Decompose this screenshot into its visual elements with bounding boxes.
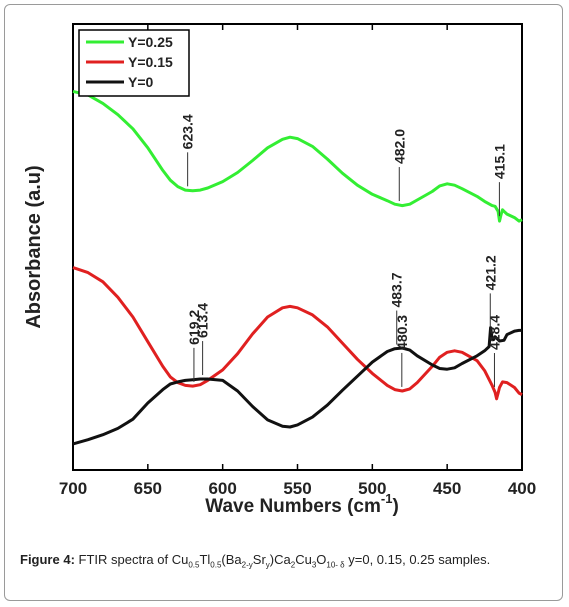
caption-sub: 2-y [241,560,253,570]
caption-text: )Ca [269,552,291,567]
x-tick-label: 550 [283,479,311,498]
x-tick-label: 450 [433,479,461,498]
x-axis-label-close: ) [392,496,398,517]
series-line-2 [72,326,522,446]
caption-sub: 0.5 [188,560,200,570]
peak-label: 623.4 [180,114,196,149]
peak-label: 613.4 [195,303,211,338]
series-line-1 [72,266,523,401]
figure-caption: Figure 4: FTIR spectra of Cu0.5Tl0.5(Ba2… [20,552,550,570]
peak-label: 619.2 [186,310,202,345]
x-tick-label: 400 [508,479,536,498]
series-line-0 [72,89,523,223]
ftir-chart: 700 650 600 550 500 450 400 623.4 482.0 415.1 619… [23,23,536,517]
legend: Y=0.25 Y=0.15 Y=0 [78,29,190,97]
caption-text: Sr [252,552,266,567]
x-tick-label: 500 [358,479,386,498]
peak-label: 415.1 [491,144,507,179]
caption-text: O [316,552,327,567]
peak-label: 418.4 [486,315,502,350]
figure-frame [4,4,563,601]
series-layer [72,89,523,446]
caption-sub: 2 [290,560,296,570]
peak-label: 482.0 [391,129,407,164]
x-tick-label: 650 [134,479,162,498]
x-tick-label: 600 [208,479,236,498]
x-axis-label-main: Wave Numbers (cm [205,496,381,517]
caption-sub: y [265,560,270,570]
caption-sub: 10- δ [326,560,345,570]
peak-label: 480.3 [394,315,410,350]
legend-label: Y=0.15 [128,54,173,70]
caption-text: y=0, 0.15, 0.25 samples. [344,552,491,567]
caption-text: (Ba [221,552,242,567]
caption-text: Tl [199,552,211,567]
caption-sub: 3 [311,560,317,570]
legend-label: Y=0.25 [128,34,173,50]
caption-sub: 0.5 [210,560,222,570]
caption-text: Cu [295,552,312,567]
caption-label: Figure 4: [20,552,75,567]
caption-text: FTIR spectra of Cu [74,552,189,567]
peak-annotations: 623.4 482.0 415.1 619.2 480.3 418.4 613.4 483.7… [180,114,507,388]
x-axis-label-sup: -1 [381,491,393,506]
y-axis-label: Absorbance (a.u) [23,165,45,328]
x-tick-label: 700 [59,479,87,498]
peak-label: 483.7 [389,272,405,307]
x-axis-label: Wave Numbers (cm-1) [205,491,399,517]
peak-label: 421.2 [482,255,498,290]
x-axis-ticks: 700 650 600 550 500 450 400 [59,24,536,498]
legend-label: Y=0 [128,74,154,90]
